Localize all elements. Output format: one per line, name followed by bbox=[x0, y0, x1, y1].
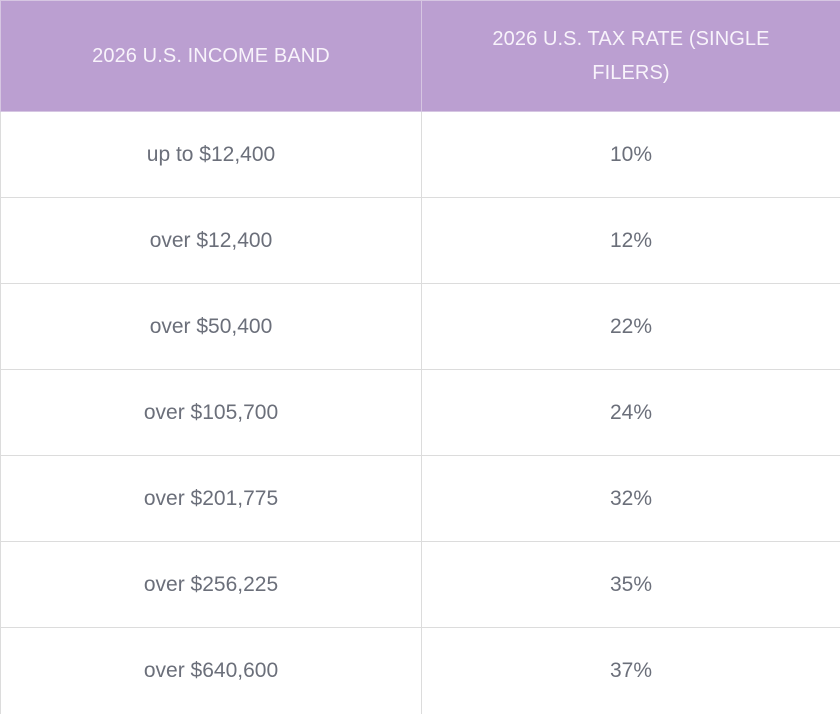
tax-rate-cell: 37% bbox=[422, 628, 840, 714]
income-band-cell: over $201,775 bbox=[1, 456, 422, 542]
table-body: up to $12,400 10% over $12,400 12% over … bbox=[1, 112, 840, 714]
tax-rate-cell: 35% bbox=[422, 542, 840, 628]
income-band-cell: up to $12,400 bbox=[1, 112, 422, 198]
table-row: over $50,400 22% bbox=[1, 284, 840, 370]
table-row: over $201,775 32% bbox=[1, 456, 840, 542]
tax-rate-cell: 22% bbox=[422, 284, 840, 370]
tax-rate-cell: 10% bbox=[422, 112, 840, 198]
income-band-cell: over $640,600 bbox=[1, 628, 422, 714]
income-band-cell: over $256,225 bbox=[1, 542, 422, 628]
header-income-band: 2026 U.S. INCOME BAND bbox=[1, 1, 422, 112]
tax-rate-cell: 24% bbox=[422, 370, 840, 456]
income-band-cell: over $50,400 bbox=[1, 284, 422, 370]
table-header: 2026 U.S. INCOME BAND 2026 U.S. TAX RATE… bbox=[1, 1, 840, 112]
income-band-cell: over $105,700 bbox=[1, 370, 422, 456]
table-row: over $12,400 12% bbox=[1, 198, 840, 284]
header-row: 2026 U.S. INCOME BAND 2026 U.S. TAX RATE… bbox=[1, 1, 840, 112]
table-row: over $640,600 37% bbox=[1, 628, 840, 714]
table-row: over $105,700 24% bbox=[1, 370, 840, 456]
income-band-cell: over $12,400 bbox=[1, 198, 422, 284]
table-row: up to $12,400 10% bbox=[1, 112, 840, 198]
table-row: over $256,225 35% bbox=[1, 542, 840, 628]
header-tax-rate: 2026 U.S. TAX RATE (SINGLE FILERS) bbox=[422, 1, 840, 112]
tax-rate-cell: 12% bbox=[422, 198, 840, 284]
tax-rate-cell: 32% bbox=[422, 456, 840, 542]
